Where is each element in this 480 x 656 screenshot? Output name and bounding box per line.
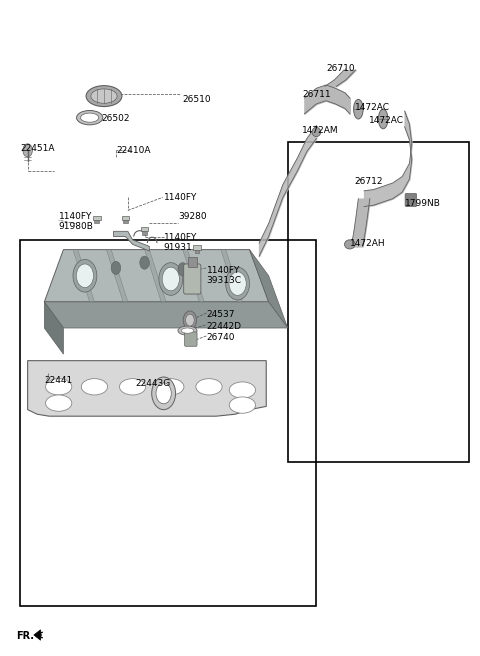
Ellipse shape bbox=[91, 89, 117, 103]
Polygon shape bbox=[114, 232, 149, 251]
Ellipse shape bbox=[157, 379, 184, 395]
Polygon shape bbox=[73, 250, 95, 302]
Text: 1140FY: 1140FY bbox=[164, 193, 197, 202]
Text: 22441: 22441 bbox=[44, 376, 72, 385]
Polygon shape bbox=[93, 216, 101, 220]
Ellipse shape bbox=[312, 127, 321, 136]
Circle shape bbox=[156, 383, 171, 404]
Polygon shape bbox=[121, 216, 129, 220]
Circle shape bbox=[229, 272, 246, 295]
Ellipse shape bbox=[76, 110, 103, 125]
Text: 22451A: 22451A bbox=[21, 144, 55, 153]
Ellipse shape bbox=[345, 240, 355, 249]
Circle shape bbox=[73, 259, 97, 292]
Circle shape bbox=[183, 311, 197, 329]
Text: 1799NB: 1799NB bbox=[405, 199, 441, 209]
Text: 22442D: 22442D bbox=[206, 321, 241, 331]
Polygon shape bbox=[44, 250, 269, 302]
Text: 1472AC: 1472AC bbox=[355, 103, 390, 112]
Circle shape bbox=[226, 267, 250, 300]
Text: 39313C: 39313C bbox=[206, 276, 241, 285]
Polygon shape bbox=[123, 220, 128, 224]
Polygon shape bbox=[193, 245, 201, 250]
Text: 26712: 26712 bbox=[355, 176, 383, 186]
Text: 24537: 24537 bbox=[206, 310, 235, 319]
Text: 91980B: 91980B bbox=[59, 222, 94, 232]
Ellipse shape bbox=[378, 109, 388, 129]
Polygon shape bbox=[183, 250, 204, 302]
Ellipse shape bbox=[81, 113, 99, 122]
Text: 39280: 39280 bbox=[178, 213, 206, 222]
Circle shape bbox=[159, 262, 183, 295]
Circle shape bbox=[152, 377, 176, 409]
FancyBboxPatch shape bbox=[405, 194, 417, 207]
Text: 1472AH: 1472AH bbox=[350, 239, 385, 247]
FancyBboxPatch shape bbox=[185, 332, 197, 346]
Text: 22443G: 22443G bbox=[135, 379, 170, 388]
Text: 26711: 26711 bbox=[302, 90, 331, 98]
Text: 26710: 26710 bbox=[326, 64, 355, 73]
Circle shape bbox=[76, 264, 94, 287]
Circle shape bbox=[178, 262, 188, 276]
Polygon shape bbox=[107, 250, 128, 302]
Text: 1472AC: 1472AC bbox=[369, 115, 404, 125]
Text: FR.: FR. bbox=[16, 631, 34, 642]
Text: 26740: 26740 bbox=[206, 333, 235, 342]
Polygon shape bbox=[142, 232, 147, 235]
Polygon shape bbox=[34, 630, 40, 640]
Polygon shape bbox=[195, 250, 199, 253]
Text: 1140FY: 1140FY bbox=[59, 213, 92, 222]
Text: 1140FY: 1140FY bbox=[164, 234, 197, 242]
Ellipse shape bbox=[181, 328, 194, 333]
Polygon shape bbox=[144, 250, 166, 302]
Polygon shape bbox=[250, 250, 288, 328]
Text: 91931: 91931 bbox=[164, 243, 192, 252]
Ellipse shape bbox=[120, 379, 146, 395]
Ellipse shape bbox=[229, 382, 255, 398]
Ellipse shape bbox=[354, 99, 363, 119]
Ellipse shape bbox=[229, 397, 255, 413]
Polygon shape bbox=[141, 227, 148, 232]
Circle shape bbox=[140, 256, 149, 269]
Ellipse shape bbox=[196, 379, 222, 395]
Ellipse shape bbox=[81, 379, 108, 395]
Ellipse shape bbox=[86, 86, 122, 106]
Circle shape bbox=[111, 261, 120, 274]
Polygon shape bbox=[44, 302, 288, 328]
Circle shape bbox=[186, 314, 194, 326]
Polygon shape bbox=[95, 220, 99, 224]
Text: 26510: 26510 bbox=[183, 95, 211, 104]
Circle shape bbox=[23, 144, 33, 157]
Text: 26502: 26502 bbox=[102, 114, 130, 123]
Circle shape bbox=[162, 267, 180, 291]
FancyBboxPatch shape bbox=[188, 257, 197, 267]
Ellipse shape bbox=[46, 395, 72, 411]
Text: 1472AM: 1472AM bbox=[302, 126, 339, 135]
Polygon shape bbox=[44, 302, 63, 354]
Ellipse shape bbox=[46, 379, 72, 395]
Text: 22410A: 22410A bbox=[116, 146, 150, 155]
Polygon shape bbox=[28, 361, 266, 416]
Polygon shape bbox=[221, 250, 242, 302]
Ellipse shape bbox=[178, 326, 197, 335]
FancyBboxPatch shape bbox=[184, 264, 201, 294]
Text: 1140FY: 1140FY bbox=[206, 266, 240, 275]
